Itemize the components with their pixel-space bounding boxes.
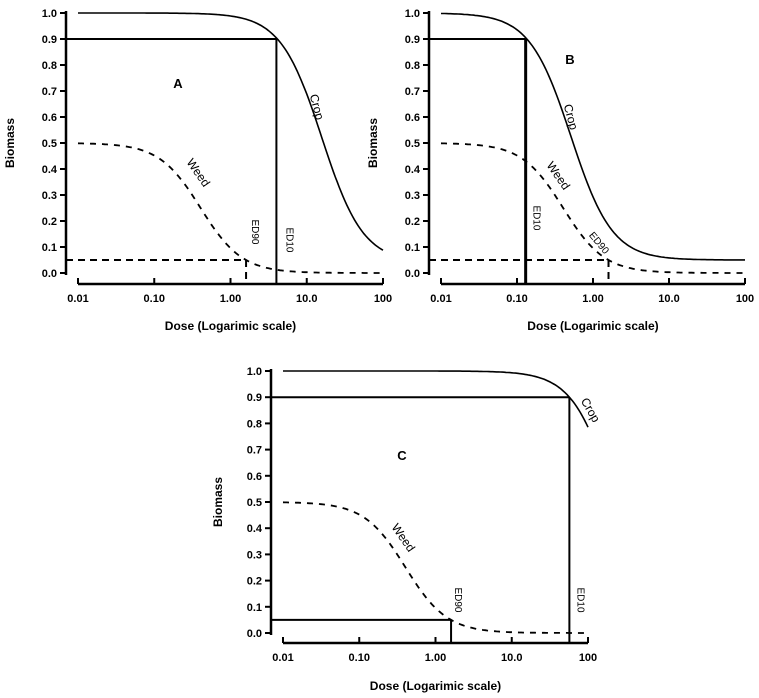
series-crop-curve [78,12,384,251]
x-axis-title: Dose (Logarimic scale) [527,319,658,333]
y-tick-label: 0.6 [247,471,262,483]
x-tick-label: 10.0 [296,293,317,305]
x-tick-label: 0.10 [506,293,527,305]
y-tick-label: 0.8 [405,60,420,72]
y-tick-label: 0.5 [42,138,57,150]
x-tick-label: 0.10 [349,652,370,664]
series-label-crop: Crop [307,93,327,122]
series-label-crop: Crop [561,103,581,132]
ref-label-ed10: ED10 [574,587,585,612]
y-tick-label: 0.3 [247,549,262,561]
y-tick-label: 0.5 [405,138,420,150]
y-tick-label: 1.0 [42,8,57,20]
y-tick-label: 0.4 [247,523,263,535]
x-axis-title: Dose (Logarimic scale) [370,679,501,693]
series-label-crop: Crop [578,395,603,425]
y-axis-title: Biomass [366,118,380,168]
y-tick-label: 0.1 [42,242,57,254]
y-tick-label: 0.0 [42,268,57,280]
series-label-weed: Weed [544,159,573,193]
x-axis-title: Dose (Logarimic scale) [165,319,296,333]
series-label-weed: Weed [184,156,213,190]
y-tick-label: 0.7 [247,445,262,457]
panel-c: 0.0 0.1 0.2 0.3 0.4 0.5 0.6 0.7 0.8 0.9 1.0 0.01 0.1… [211,366,603,693]
series-weed-curve [440,142,745,274]
y-tick-label: 0.1 [247,602,262,614]
ref-label-ed10: ED10 [531,205,542,230]
y-tick-label: 0.9 [405,34,420,46]
y-tick-label: 0.7 [405,86,420,98]
y-tick-label: 0.6 [42,112,57,124]
y-axis-title: Biomass [3,118,17,168]
y-axis-title: Biomass [211,477,225,527]
panel-label: C [397,448,407,463]
ref-label-ed90: ED90 [452,587,463,612]
x-tick-label: 1.00 [425,652,446,664]
y-tick-label: 0.0 [247,628,262,640]
series-label-weed: Weed [389,521,418,555]
y-tick-label: 0.1 [405,242,420,254]
y-tick-label: 1.0 [405,8,420,20]
panel-a: 0.0 0.1 0.2 0.3 0.4 0.5 0.6 0.7 0.8 0.9 1.0 0.01 0.1… [3,8,392,333]
y-tick-label: 0.3 [42,190,57,202]
x-tick-label: 100 [374,293,392,305]
y-tick-label: 0.8 [42,60,57,72]
series-weed-curve [77,142,383,274]
panel-label: B [565,52,574,67]
x-tick-label: 100 [579,652,597,664]
x-tick-label: 0.01 [67,293,88,305]
y-tick-label: 0.7 [42,86,57,98]
y-tick-label: 0.5 [247,497,262,509]
y-tick-label: 0.4 [42,164,58,176]
x-tick-label: 0.01 [272,652,293,664]
y-tick-label: 0.4 [405,164,421,176]
ref-label-ed90: ED90 [249,219,260,244]
y-tick-label: 0.6 [405,112,420,124]
panel-label: A [173,76,183,91]
y-tick-label: 0.2 [42,216,57,228]
y-tick-label: 1.0 [247,366,262,378]
y-tick-label: 0.2 [247,576,262,588]
x-tick-label: 1.00 [220,293,241,305]
y-tick-label: 0.9 [247,392,262,404]
x-tick-label: 0.10 [144,293,165,305]
series-crop-curve [441,12,745,261]
y-tick-label: 0.8 [247,418,262,430]
x-tick-label: 0.01 [430,293,451,305]
y-tick-label: 0.9 [42,34,57,46]
y-tick-label: 0.0 [405,268,420,280]
panel-b: 0.0 0.1 0.2 0.3 0.4 0.5 0.6 0.7 0.8 0.9 1.0 0.01 0.1… [366,8,754,333]
x-tick-label: 10.0 [658,293,679,305]
y-tick-label: 0.3 [405,190,420,202]
x-tick-label: 10.0 [501,652,522,664]
x-tick-label: 1.00 [582,293,603,305]
ref-label-ed10: ED10 [283,227,294,252]
x-tick-label: 100 [736,293,754,305]
series-weed-curve [282,501,588,634]
y-tick-label: 0.2 [405,216,420,228]
series-crop-curve [283,370,589,428]
